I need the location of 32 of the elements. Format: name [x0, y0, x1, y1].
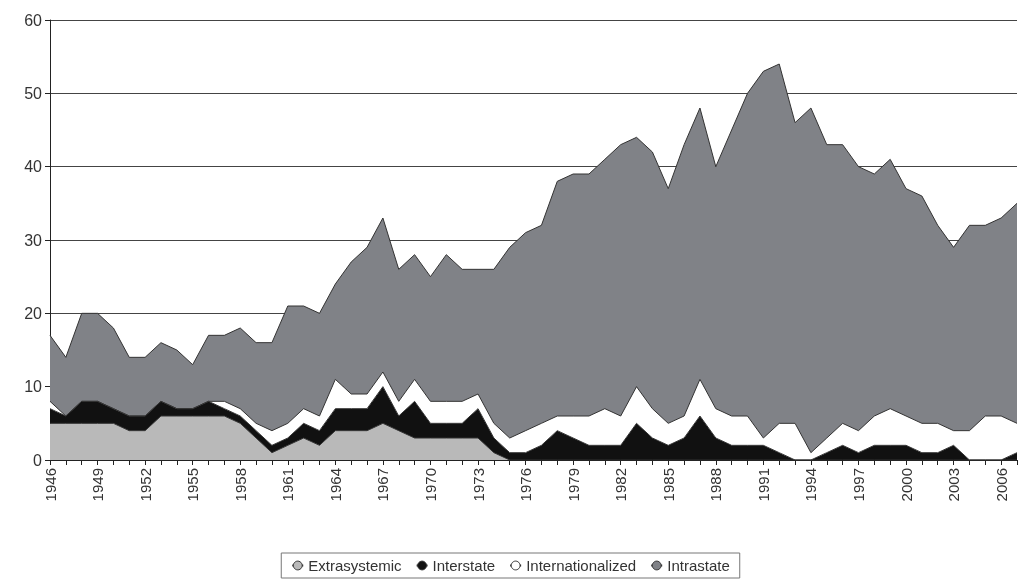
x-tick-label: 1961 [279, 468, 297, 502]
x-tick-label: 2000 [897, 468, 915, 502]
x-tick-label: 1976 [517, 468, 535, 502]
x-tick-label: 1994 [802, 468, 820, 502]
x-tick-label: 1955 [184, 468, 202, 502]
x-tick-label: 1997 [849, 468, 867, 502]
x-tick-label: 1958 [231, 468, 249, 502]
x-tick-label: 1952 [136, 468, 154, 502]
y-tick-label: 20 [24, 304, 43, 322]
y-tick-label: 10 [24, 378, 43, 396]
legend-label: Intrastate [667, 557, 730, 574]
x-tick-label: 2006 [992, 468, 1010, 502]
y-tick-label: 30 [24, 231, 43, 249]
x-tick-label: 2003 [945, 468, 963, 502]
legend-label: Internationalized [526, 557, 637, 574]
x-tick-label: 1970 [421, 468, 439, 502]
x-tick-label: 1985 [659, 468, 677, 502]
x-tick-label: 1991 [754, 468, 772, 502]
y-tick-label: 40 [24, 158, 43, 176]
y-tick-label: 60 [24, 11, 43, 29]
x-tick-label: 1973 [469, 468, 487, 502]
x-tick-label: 1988 [707, 468, 725, 502]
y-tick-label: 0 [33, 451, 43, 469]
legend-label: Interstate [432, 557, 496, 574]
x-tick-label: 1964 [326, 468, 344, 502]
x-tick-label: 1979 [564, 468, 582, 502]
y-tick-label: 50 [24, 84, 43, 102]
x-tick-label: 1946 [41, 468, 59, 502]
x-tick-label: 1949 [89, 468, 107, 502]
x-tick-label: 1967 [374, 468, 392, 502]
x-tick-label: 1982 [612, 468, 630, 502]
legend-label: Extrasystemic [308, 557, 403, 574]
